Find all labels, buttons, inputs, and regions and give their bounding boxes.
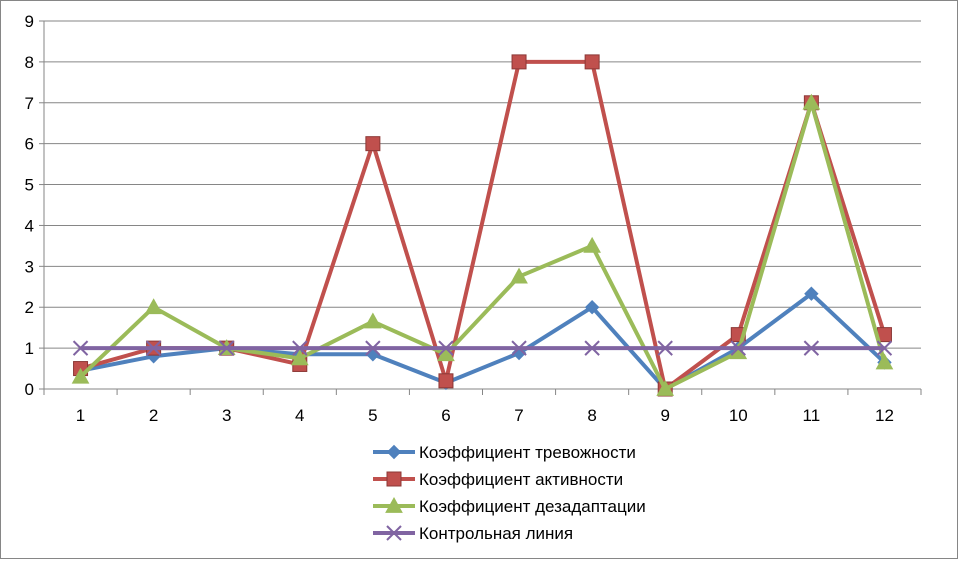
data-point-marker (511, 340, 527, 356)
y-tick-label: 7 (25, 94, 34, 113)
x-tick-label: 9 (660, 406, 669, 425)
x-tick-label: 4 (295, 406, 304, 425)
legend-marker (385, 496, 403, 513)
y-tick-label: 0 (25, 380, 34, 399)
y-tick-label: 5 (25, 176, 34, 195)
series-1 (73, 286, 892, 397)
legend-label: Контрольная линия (419, 524, 573, 543)
data-point-marker (803, 340, 820, 356)
x-tick-label: 2 (149, 406, 158, 425)
data-point-marker (875, 353, 894, 370)
y-tick-label: 3 (25, 257, 34, 276)
series (71, 54, 894, 397)
data-point-marker (876, 340, 893, 356)
y-tick-label: 2 (25, 298, 34, 317)
x-tick-label: 11 (803, 406, 821, 425)
y-tick-label: 9 (25, 12, 34, 31)
legend-marker (386, 444, 402, 460)
data-point-marker (511, 54, 527, 70)
data-point-marker (804, 286, 819, 301)
x-tick-label: 3 (222, 406, 231, 425)
data-point-marker (584, 340, 600, 356)
data-point-marker (219, 340, 235, 356)
data-point-marker (364, 312, 382, 329)
data-point-marker (802, 93, 821, 110)
legend-entry: Коэффициент дезадаптации (373, 496, 646, 516)
data-point-marker (657, 340, 673, 356)
data-point-marker (584, 54, 600, 70)
y-tick-label: 8 (25, 53, 34, 72)
data-point-marker (584, 300, 600, 315)
legend-label: Коэффициент дезадаптации (419, 497, 646, 516)
x-tick-label: 6 (441, 406, 450, 425)
y-tick-label: 4 (25, 216, 34, 235)
legend-marker (386, 471, 402, 487)
data-point-marker (144, 298, 163, 315)
x-tick-label: 10 (729, 406, 748, 425)
series-line (80, 291, 886, 391)
x-tick-label: 5 (368, 406, 377, 425)
y-tick-label: 6 (25, 135, 34, 154)
legend-entry: Коэффициент тревожности (373, 443, 636, 462)
legend-entry: Контрольная линия (373, 524, 573, 543)
data-point-marker (583, 236, 601, 253)
data-point-marker (72, 340, 89, 356)
data-point-marker (365, 340, 381, 356)
data-point-marker (292, 340, 308, 356)
data-point-marker (510, 267, 528, 284)
legend-entry: Коэффициент активности (373, 470, 623, 489)
series-4 (72, 340, 893, 356)
series-line (79, 100, 887, 391)
x-tick-label: 8 (587, 406, 596, 425)
data-point-marker (365, 136, 381, 152)
x-tick-label: 7 (514, 406, 523, 425)
legend: Коэффициент тревожности Коэффициент актив… (373, 443, 646, 543)
y-tick-label: 1 (25, 339, 34, 358)
data-point-marker (71, 367, 90, 384)
data-point-marker (438, 340, 454, 356)
data-point-marker (730, 340, 746, 356)
x-tick-label: 12 (875, 406, 894, 425)
data-point-marker (438, 373, 454, 389)
gridlines (44, 20, 921, 349)
legend-marker (386, 525, 402, 541)
data-point-marker (656, 379, 675, 396)
x-tick-label: 1 (76, 406, 85, 425)
legend-label: Коэффициент активности (419, 470, 623, 489)
legend-label: Коэффициент тревожности (419, 443, 636, 462)
data-point-marker (145, 340, 162, 356)
data-point-marker (290, 349, 309, 366)
